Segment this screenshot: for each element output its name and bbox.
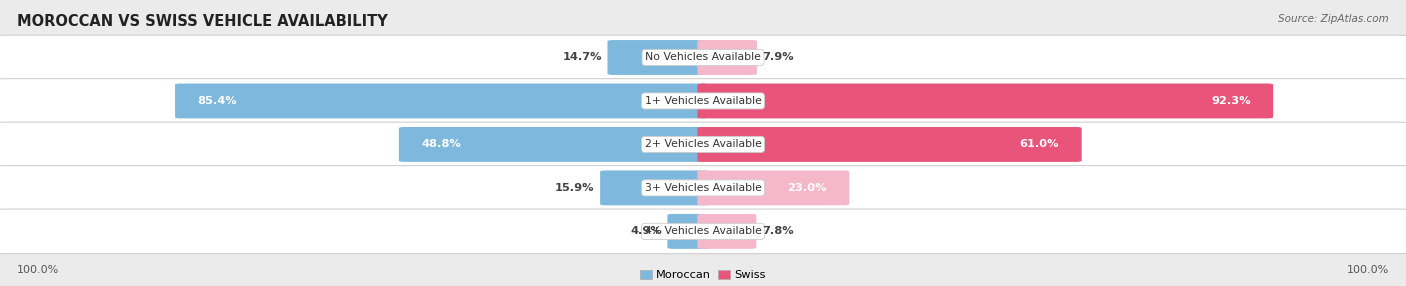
- Text: 48.8%: 48.8%: [422, 140, 461, 149]
- FancyBboxPatch shape: [697, 40, 756, 75]
- Text: Source: ZipAtlas.com: Source: ZipAtlas.com: [1278, 14, 1389, 24]
- FancyBboxPatch shape: [176, 84, 709, 118]
- FancyBboxPatch shape: [607, 40, 709, 75]
- FancyBboxPatch shape: [697, 84, 1274, 118]
- FancyBboxPatch shape: [0, 166, 1406, 210]
- FancyBboxPatch shape: [0, 209, 1406, 254]
- FancyBboxPatch shape: [697, 170, 849, 205]
- Text: 15.9%: 15.9%: [555, 183, 595, 193]
- Text: 23.0%: 23.0%: [787, 183, 827, 193]
- FancyBboxPatch shape: [399, 127, 709, 162]
- Text: 3+ Vehicles Available: 3+ Vehicles Available: [644, 183, 762, 193]
- Text: 2+ Vehicles Available: 2+ Vehicles Available: [644, 140, 762, 149]
- FancyBboxPatch shape: [0, 79, 1406, 123]
- Text: 100.0%: 100.0%: [1347, 265, 1389, 275]
- FancyBboxPatch shape: [697, 214, 756, 249]
- FancyBboxPatch shape: [697, 127, 1081, 162]
- Text: 85.4%: 85.4%: [198, 96, 238, 106]
- Text: No Vehicles Available: No Vehicles Available: [645, 53, 761, 62]
- Text: 7.8%: 7.8%: [762, 227, 793, 236]
- Text: 4.9%: 4.9%: [630, 227, 662, 236]
- Text: 1+ Vehicles Available: 1+ Vehicles Available: [644, 96, 762, 106]
- Text: 14.7%: 14.7%: [562, 53, 602, 62]
- Text: 100.0%: 100.0%: [17, 265, 59, 275]
- Text: 7.9%: 7.9%: [762, 53, 794, 62]
- FancyBboxPatch shape: [668, 214, 709, 249]
- Legend: Moroccan, Swiss: Moroccan, Swiss: [640, 270, 766, 280]
- FancyBboxPatch shape: [0, 35, 1406, 80]
- Text: MOROCCAN VS SWISS VEHICLE AVAILABILITY: MOROCCAN VS SWISS VEHICLE AVAILABILITY: [17, 14, 388, 29]
- FancyBboxPatch shape: [0, 122, 1406, 167]
- Text: 4+ Vehicles Available: 4+ Vehicles Available: [644, 227, 762, 236]
- Text: 92.3%: 92.3%: [1211, 96, 1251, 106]
- Text: 61.0%: 61.0%: [1019, 140, 1059, 149]
- FancyBboxPatch shape: [600, 170, 709, 205]
